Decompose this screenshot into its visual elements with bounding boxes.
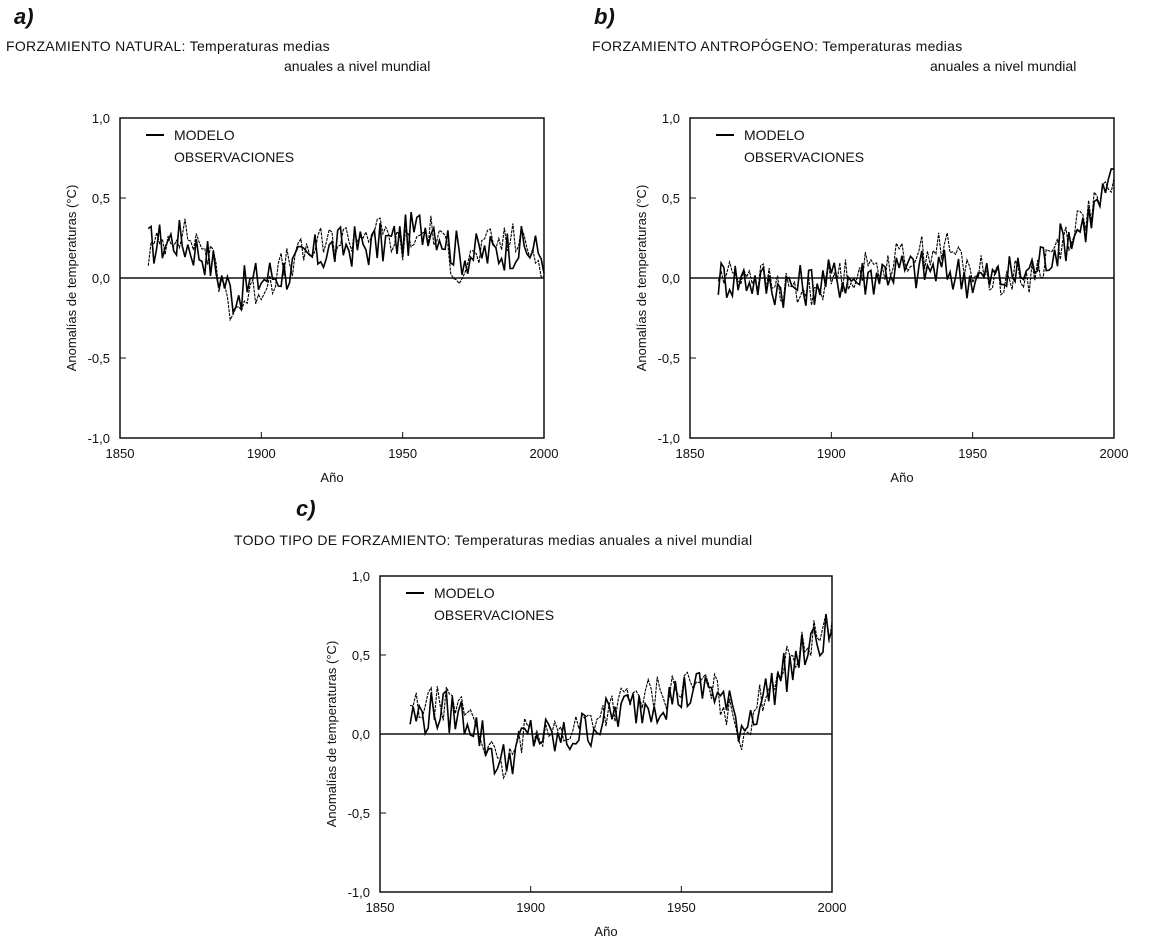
legend-label: OBSERVACIONES: [744, 149, 864, 165]
y-tick-label: 0,5: [662, 191, 680, 206]
series-line-modelo: [717, 168, 1115, 308]
y-tick-label: 0,5: [92, 191, 110, 206]
y-tick-label: 0,0: [92, 271, 110, 286]
y-tick-label: 0,0: [662, 271, 680, 286]
legend-label: MODELO: [744, 127, 805, 143]
legend-label: OBSERVACIONES: [434, 607, 554, 623]
panel-b-subtitle: anuales a nivel mundial: [930, 58, 1077, 74]
y-tick-label: -0,5: [658, 351, 680, 366]
x-tick-label: 1900: [817, 446, 846, 461]
legend-label: OBSERVACIONES: [174, 149, 294, 165]
y-axis-label: Anomalías de temperaturas (°C): [64, 185, 79, 372]
x-tick-label: 1900: [247, 446, 276, 461]
x-tick-label: 1850: [366, 900, 395, 915]
y-tick-label: -1,0: [88, 431, 110, 446]
x-tick-label: 1950: [958, 446, 987, 461]
legend-label: MODELO: [174, 127, 235, 143]
panel-a-title: FORZAMIENTO NATURAL: Temperaturas medias: [6, 38, 330, 54]
panel-c-letter: c): [296, 496, 316, 521]
y-tick-label: -1,0: [658, 431, 680, 446]
x-axis-label: Año: [320, 470, 343, 485]
x-tick-label: 1950: [388, 446, 417, 461]
legend-label: MODELO: [434, 585, 495, 601]
series-line-modelo: [147, 211, 545, 316]
panel-a-subtitle: anuales a nivel mundial: [284, 58, 431, 74]
x-tick-label: 2000: [818, 900, 847, 915]
x-axis-label: Año: [890, 470, 913, 485]
y-tick-label: -0,5: [348, 806, 370, 821]
y-tick-label: 0,5: [352, 648, 370, 663]
y-tick-label: 1,0: [352, 569, 370, 584]
panel-a-letter: a): [14, 4, 34, 29]
series-line-observaciones: [147, 215, 545, 322]
y-tick-label: 0,0: [352, 727, 370, 742]
panel-b-letter: b): [594, 4, 615, 29]
x-tick-label: 1850: [106, 446, 135, 461]
y-tick-label: -0,5: [88, 351, 110, 366]
y-axis-label: Anomalías de temperaturas (°C): [634, 185, 649, 372]
y-axis-label: Anomalías de temperaturas (°C): [324, 641, 339, 828]
x-tick-label: 2000: [1100, 446, 1129, 461]
panel-b-title: FORZAMIENTO ANTROPÓGENO: Temperaturas me…: [592, 38, 963, 54]
series-line-observaciones: [409, 613, 833, 780]
panel-c-title: TODO TIPO DE FORZAMIENTO: Temperaturas m…: [234, 532, 753, 548]
x-tick-label: 1950: [667, 900, 696, 915]
y-tick-label: 1,0: [92, 111, 110, 126]
series-line-observaciones: [717, 178, 1115, 306]
y-tick-label: 1,0: [662, 111, 680, 126]
x-tick-label: 1850: [676, 446, 705, 461]
x-tick-label: 1900: [516, 900, 545, 915]
x-tick-label: 2000: [530, 446, 559, 461]
y-tick-label: -1,0: [348, 885, 370, 900]
x-axis-label: Año: [594, 924, 617, 939]
series-line-modelo: [409, 614, 833, 777]
